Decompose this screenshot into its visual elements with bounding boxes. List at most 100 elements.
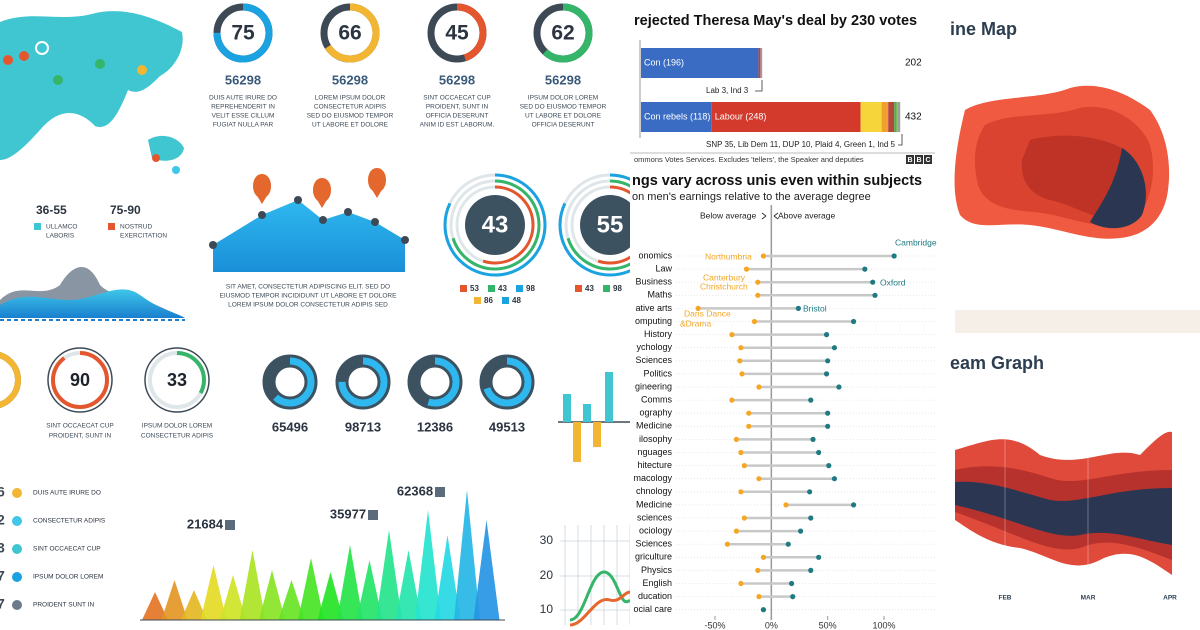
- lower-dot: [746, 423, 752, 429]
- brexit-segment: [711, 102, 861, 132]
- subject-label: ilosophy: [639, 434, 673, 444]
- brexit-segment: [758, 48, 761, 78]
- mini-y-tick: 20: [540, 568, 554, 582]
- legend-range: 75-90: [110, 203, 141, 217]
- lower-dot: [743, 266, 750, 272]
- brexit-total: 202: [905, 58, 922, 69]
- brexit-segment: [641, 102, 712, 132]
- upper-dot: [808, 567, 814, 574]
- logo-box: [906, 155, 914, 164]
- list-number: 2: [0, 512, 5, 528]
- lower-dot: [733, 528, 740, 534]
- legend-text: ULLAMCO: [46, 224, 77, 231]
- brexit-segment: [641, 48, 759, 78]
- annotation: Oxford: [880, 277, 906, 287]
- above-label: Above average: [778, 210, 835, 220]
- donut-arc: [410, 357, 460, 407]
- peak: [239, 550, 266, 620]
- upper-dot: [836, 384, 842, 390]
- peak: [220, 575, 246, 620]
- legend-swatch: [34, 223, 41, 230]
- brexit-segment-label: Labour (248): [715, 111, 767, 121]
- lower-dot: [756, 476, 762, 482]
- gauge-caption: SINT OCCAECAT CUP: [423, 95, 491, 102]
- gauge-value: 62: [551, 22, 574, 45]
- donut-label: 98713: [345, 419, 381, 434]
- lower-dot: [738, 345, 744, 351]
- logo-letter: C: [925, 157, 930, 164]
- subject-label: Comms: [641, 394, 672, 404]
- brexit-segment: [881, 102, 889, 132]
- divider-band: [955, 310, 1200, 333]
- donut-arc: [338, 357, 388, 407]
- gauge-number: 56298: [545, 72, 581, 87]
- red-map: [954, 85, 1170, 239]
- annotation: Dans Dance: [684, 308, 731, 318]
- lower-dot: [746, 410, 752, 416]
- subject-label: hitecture: [637, 460, 672, 470]
- brexit-segment: [897, 102, 901, 132]
- legend-text: NOSTRUD: [120, 224, 152, 231]
- subject-label: Sciences: [635, 539, 672, 549]
- upper-dot: [807, 489, 813, 495]
- upper-dot: [872, 292, 878, 298]
- upper-dot: [826, 463, 832, 469]
- lower-dot: [733, 436, 740, 442]
- gauge-caption: IPSUM DOLOR LOREM: [528, 95, 598, 102]
- subject-label: ociology: [639, 525, 673, 535]
- ring-legend-value: 98: [613, 284, 622, 293]
- gauge-arc: [0, 351, 21, 409]
- gauge-value: 45: [445, 22, 469, 45]
- below-label: Below average: [700, 210, 757, 220]
- upper-dot: [760, 607, 767, 613]
- annotation: &Drama: [680, 318, 711, 328]
- stream-graph: [955, 431, 1172, 588]
- ring-legend-value: 86: [484, 296, 493, 305]
- peak: [454, 490, 480, 620]
- upper-dot: [850, 318, 857, 325]
- ring-legend-value: 43: [498, 284, 507, 293]
- subject-label: ocial care: [633, 604, 672, 614]
- subject-label: History: [644, 329, 673, 339]
- area-caption: EIUSMOD TEMPOR INCIDIDUNT UT LABORE ET D…: [220, 293, 398, 300]
- area-chart: [209, 168, 409, 272]
- gauge-caption: OFFICIA DESERUNT: [532, 122, 595, 129]
- brexit-segment: [894, 102, 897, 132]
- peak: [142, 592, 168, 620]
- upper-dot: [825, 423, 831, 429]
- right-panel: ine Map eam Graph FEB MAR APR: [950, 19, 1177, 602]
- gauge-caption: SED DO EIUSMOD TEMPOR: [520, 104, 607, 111]
- logo-letter: B: [916, 157, 921, 164]
- gauge-value: 90: [70, 370, 90, 390]
- area-caption: SIT AMET, CONSECTETUR ADIPISCING ELIT. S…: [226, 284, 390, 291]
- gauge-caption: PROIDENT, SUNT IN: [49, 433, 112, 440]
- ring-legend-swatch: [460, 285, 467, 292]
- annotation: Christchurch: [700, 281, 748, 291]
- logo-box: [915, 155, 923, 164]
- subject-label: Physics: [641, 565, 673, 575]
- donut-arc: [265, 357, 315, 407]
- gauge-caption: PROIDENT, SUNT IN: [426, 104, 489, 111]
- list-dot: [12, 600, 22, 610]
- subject-label: onomics: [638, 250, 672, 260]
- lower-dot: [741, 515, 747, 521]
- ring-legend-swatch: [516, 285, 523, 292]
- lower-dot: [783, 502, 789, 508]
- legend-range: 36-55: [36, 203, 67, 217]
- ring-legend-value: 98: [526, 284, 535, 293]
- brexit-segment: [760, 48, 763, 78]
- gauge-outline: [47, 347, 113, 413]
- peak-marker: [435, 487, 445, 497]
- upper-dot: [823, 371, 830, 377]
- x-tick-label: 0%: [765, 620, 778, 630]
- stream-month: APR: [1163, 595, 1177, 602]
- list-label: CONSECTETUR ADIPIS: [33, 518, 106, 525]
- middle-panel-bg: [630, 0, 940, 630]
- legend-text: EXERCITATION: [120, 233, 167, 240]
- ring-value: 43: [482, 211, 509, 238]
- earnings-subtitle: on men's earnings relative to the averag…: [632, 191, 871, 203]
- subject-label: sciences: [637, 512, 673, 522]
- upper-dot: [862, 266, 868, 272]
